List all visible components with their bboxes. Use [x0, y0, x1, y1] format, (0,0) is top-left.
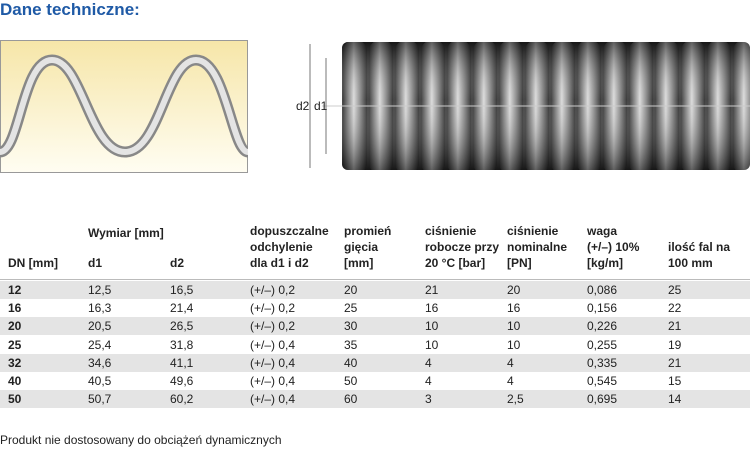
cell: 0,226	[587, 319, 618, 334]
cell: 20	[507, 283, 521, 297]
title: Dane techniczne:	[0, 0, 140, 19]
cell: 0,335	[587, 355, 618, 370]
cell: 15	[668, 374, 682, 388]
row-bg	[0, 317, 750, 336]
cell: 4	[425, 355, 432, 370]
cell: 40	[8, 374, 22, 388]
column-header: dla d1 i d2	[250, 256, 309, 270]
cell: 10	[425, 319, 439, 334]
cell: 25,4	[88, 337, 112, 352]
cell: 40	[344, 355, 358, 370]
cell: 20	[344, 283, 358, 297]
cell: 25	[668, 283, 682, 297]
cell: 60,2	[170, 392, 194, 407]
cell: 50,7	[88, 392, 112, 407]
cell: 34,6	[88, 355, 112, 370]
column-header: odchylenie	[250, 240, 313, 254]
cell: 25	[344, 301, 358, 316]
cell: 21	[668, 355, 682, 370]
column-header: DN [mm]	[8, 256, 58, 270]
cell: 32	[8, 355, 22, 370]
column-header: nominalne	[507, 240, 568, 254]
cell: 25	[8, 337, 22, 352]
cell: 10	[507, 337, 521, 352]
cell: 12,5	[88, 283, 112, 297]
cell: 41,1	[170, 355, 194, 370]
column-header: 100 mm	[668, 256, 713, 270]
cell: 31,8	[170, 337, 194, 352]
header-rule	[0, 279, 750, 280]
cell: 4	[507, 355, 514, 370]
cell: 21	[425, 283, 439, 297]
column-header: ilość fal na	[668, 240, 731, 254]
column-header: waga	[587, 224, 618, 238]
cell: 0,695	[587, 392, 618, 407]
column-header: [kg/m]	[587, 256, 623, 270]
row-bg	[0, 335, 750, 354]
column-header: [mm]	[344, 256, 374, 270]
wave-highlight	[0, 56, 250, 156]
d1-label: d1	[314, 99, 328, 113]
row-bg	[0, 281, 750, 299]
cell: 16	[8, 301, 22, 316]
cell: 49,6	[170, 374, 194, 388]
column-header: dopuszczalne	[250, 224, 329, 238]
column-header: robocze przy	[425, 240, 500, 254]
column-header: ciśnienie	[507, 224, 559, 238]
column-header: d1	[88, 256, 103, 270]
column-header: promień	[344, 224, 392, 238]
cell: 50	[344, 374, 358, 388]
cell: 14	[668, 392, 682, 407]
cell: 20	[8, 319, 22, 334]
cell: 0,086	[587, 283, 618, 297]
figures	[0, 40, 750, 173]
cell: 10	[425, 337, 439, 352]
cell: 0,255	[587, 337, 618, 352]
cell: 30	[344, 319, 358, 334]
cell: 22	[668, 301, 682, 316]
cell: 2,5	[507, 392, 524, 407]
cell: (+/–) 0,4	[250, 374, 296, 388]
row-bg	[0, 372, 750, 390]
cell: (+/–) 0,4	[250, 337, 296, 352]
cell: 4	[507, 374, 514, 388]
row-bg	[0, 299, 750, 318]
column-header: d2	[170, 256, 185, 270]
note: Produkt nie dostosowany do obciążeń dyna…	[0, 433, 282, 447]
cell: 21	[668, 319, 682, 334]
cell: (+/–) 0,4	[250, 355, 296, 370]
cell: 16,3	[88, 301, 112, 316]
cell: 20,5	[88, 319, 112, 334]
group-header: Wymiar [mm]	[88, 226, 164, 240]
row-bg	[0, 390, 750, 409]
cell: 40,5	[88, 374, 112, 388]
column-header: 20 °C [bar]	[425, 256, 486, 270]
cell: 60	[344, 392, 358, 407]
cell: (+/–) 0,2	[250, 283, 296, 297]
cell: 10	[507, 319, 521, 334]
cell: 19	[668, 337, 682, 352]
cell: 12	[8, 283, 22, 297]
cell: 26,5	[170, 319, 194, 334]
cell: 16	[507, 301, 521, 316]
cell: (+/–) 0,4	[250, 392, 296, 407]
cell: 50	[8, 392, 22, 407]
column-header: (+/–) 10%	[587, 240, 640, 254]
column-header: gięcia	[344, 240, 379, 254]
cell: (+/–) 0,2	[250, 301, 296, 316]
column-header: [PN]	[507, 256, 532, 270]
row-bg	[0, 353, 750, 372]
cell: 0,545	[587, 374, 618, 388]
cell: 16	[425, 301, 439, 316]
d2-label: d2	[296, 99, 310, 113]
cell: 3	[425, 392, 432, 407]
cell: 35	[344, 337, 358, 352]
cell: 4	[425, 374, 432, 388]
cell: (+/–) 0,2	[250, 319, 296, 334]
column-header: ciśnienie	[425, 224, 477, 238]
cell: 16,5	[170, 283, 194, 297]
cell: 21,4	[170, 301, 194, 316]
cell: 0,156	[587, 301, 618, 316]
